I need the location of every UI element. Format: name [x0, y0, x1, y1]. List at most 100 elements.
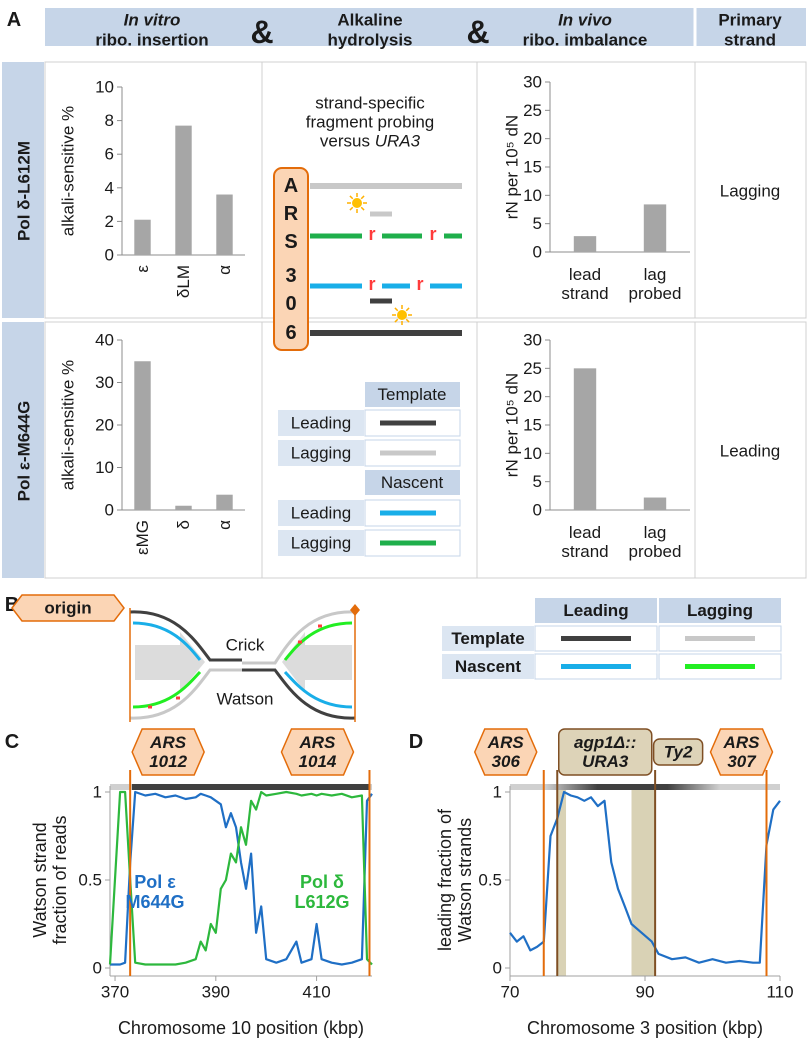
y-tick-label: 20: [523, 129, 542, 148]
template-strand: [242, 610, 356, 665]
bar: [573, 368, 597, 510]
y-tick-label: 20: [523, 387, 542, 406]
origin-letter: 6: [285, 322, 296, 344]
sun-ray: [349, 195, 354, 200]
template-strand: [129, 610, 242, 662]
shaded-region: [557, 786, 567, 976]
y-tick-label: 0: [533, 243, 542, 262]
template-strand: [242, 668, 356, 720]
key-header: [535, 598, 657, 623]
hexagon-label-box: [473, 728, 538, 776]
hexagon-label-box: [709, 728, 774, 776]
ribonucleotide-dot: [298, 640, 302, 644]
hexagon-label-box: [11, 594, 125, 622]
origin-letter: S: [284, 231, 297, 253]
origin-letter: 0: [285, 293, 296, 315]
key-row-label: [442, 626, 534, 651]
y-tick-label: 30: [523, 73, 542, 92]
key-header: [659, 598, 781, 623]
strand-name: Crick: [226, 636, 265, 655]
x-tick-label: ε: [133, 265, 152, 273]
feature-label: ARS 1014: [298, 732, 337, 771]
y-tick-label: 10: [95, 458, 114, 477]
key-row-label: [278, 530, 364, 556]
y-tick-label: 10: [523, 444, 542, 463]
cell-border: [44, 61, 263, 319]
key-cell: [534, 625, 658, 652]
panel-label: D: [409, 731, 423, 753]
nascent-strand: [283, 621, 353, 661]
y-tick-label: 15: [523, 416, 542, 435]
key-row-text: Leading: [291, 504, 352, 523]
ampersand: &: [466, 14, 489, 50]
key-row-text: Lagging: [291, 534, 352, 553]
position-bar: [545, 784, 720, 790]
feature-label: Ty2: [663, 742, 693, 762]
column-header: In vitro: [124, 11, 181, 30]
nascent-strand: [283, 670, 353, 709]
y-tick-label: 5: [533, 214, 542, 233]
origin-box: [273, 167, 309, 351]
primary-strand: Lagging: [720, 182, 781, 201]
y-tick-label: 1: [93, 783, 102, 802]
hexagon-label-box: [131, 728, 205, 776]
sun-ray: [360, 195, 365, 200]
y-axis-label: alkali-sensitive %: [59, 106, 78, 236]
panel-label: A: [7, 9, 21, 31]
probe-label: [397, 310, 407, 320]
origin-letter: R: [284, 203, 299, 225]
feature-label: ARS 306: [487, 732, 524, 771]
hexagon-label-box: [280, 728, 355, 776]
ampersand: &: [250, 14, 273, 50]
ribonucleotide-dot: [318, 624, 322, 628]
y-tick-label: 10: [95, 78, 114, 97]
y-axis-label: alkali-sensitive %: [59, 360, 78, 490]
y-tick-label: 25: [523, 101, 542, 120]
key-header-text: Lagging: [687, 601, 753, 620]
key-header: [365, 470, 460, 495]
x-tick-label: lead strand: [561, 264, 609, 303]
sun-ray: [405, 318, 410, 323]
sun-ray: [360, 206, 365, 211]
y-tick-label: 4: [105, 178, 114, 197]
strand-name: Watson: [216, 690, 273, 709]
origin-marker: [350, 604, 360, 616]
ribonucleotide-dot: [176, 696, 180, 700]
bar: [643, 497, 667, 510]
sun-ray: [405, 307, 410, 312]
y-tick-label: 0.5: [478, 871, 502, 890]
caption-text: strand-specific fragment probing versus: [305, 93, 435, 151]
y-tick-label: 30: [95, 373, 114, 392]
y-tick-label: 0: [105, 501, 114, 520]
origin-letter: A: [284, 175, 298, 197]
feature-label: ARS 307: [723, 732, 760, 771]
x-tick-label: lag probed: [628, 522, 682, 561]
bar: [573, 236, 597, 252]
column-header: ribo. insertion: [95, 31, 208, 50]
diagram-caption: strand-specific fragment probing versus …: [306, 93, 435, 150]
x-tick-label: 370: [101, 983, 129, 1002]
y-tick-label: 6: [105, 145, 114, 164]
x-tick-label: δ: [174, 520, 193, 529]
y-tick-label: 10: [523, 186, 542, 205]
y-tick-label: 0.5: [78, 871, 102, 890]
y-axis-label: rN per 10⁵ dN: [503, 373, 522, 477]
column-header: hydrolysis: [327, 31, 412, 50]
cell-border: [694, 321, 807, 579]
x-tick-label: α: [215, 265, 234, 275]
feature-label: ARS 1012: [149, 732, 188, 771]
cell-border: [694, 61, 807, 319]
column-header: Primary: [718, 11, 782, 30]
y-tick-label: 0: [493, 959, 502, 978]
bar: [175, 125, 192, 255]
sun-ray: [349, 206, 354, 211]
bar: [175, 505, 192, 510]
y-tick-label: 40: [95, 331, 114, 350]
x-tick-label: lag probed: [628, 264, 682, 303]
data-line: [108, 790, 373, 966]
bar: [216, 494, 233, 510]
key-row-text: Leading: [291, 414, 352, 433]
y-axis-label: rN per 10⁵ dN: [503, 115, 522, 219]
